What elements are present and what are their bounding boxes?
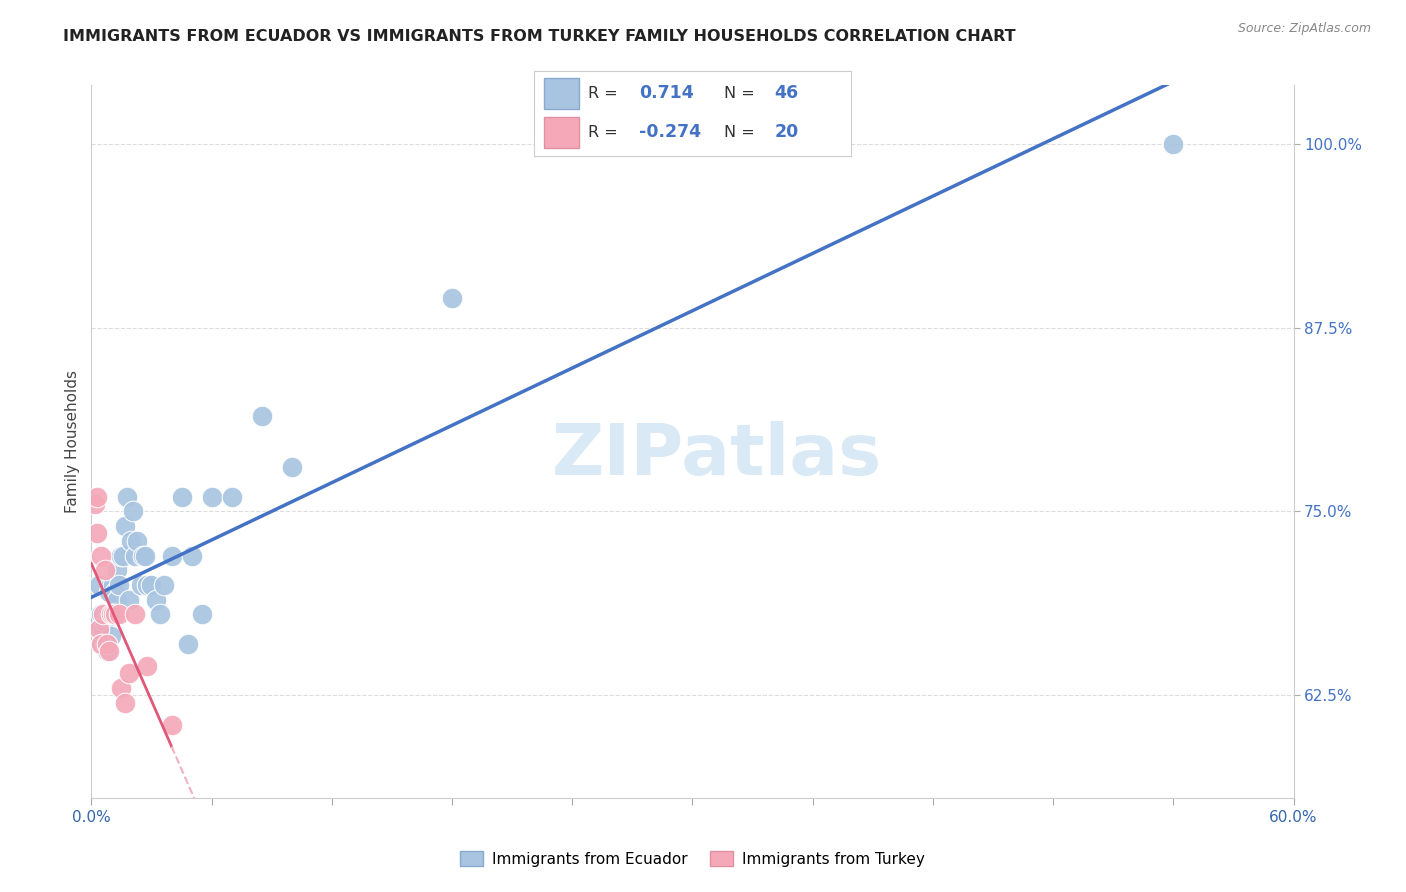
Point [121, 533, 143, 548]
Point [117, 490, 139, 504]
Point [98, 607, 121, 622]
Point [132, 549, 155, 563]
Point [86, 615, 108, 629]
Point [110, 549, 132, 563]
FancyBboxPatch shape [544, 78, 579, 109]
Text: Source: ZipAtlas.com: Source: ZipAtlas.com [1237, 22, 1371, 36]
Point [112, 549, 135, 563]
Point [160, 549, 183, 563]
Point [110, 681, 132, 695]
Point [100, 630, 122, 644]
Point [98, 585, 121, 599]
Point [103, 578, 125, 592]
Text: 0.714: 0.714 [638, 85, 693, 103]
Text: ZIPatlas: ZIPatlas [551, 421, 882, 491]
Point [114, 696, 136, 710]
Point [180, 549, 202, 563]
Point [440, 291, 463, 305]
Point [190, 607, 212, 622]
Point [100, 607, 122, 622]
Point [250, 409, 273, 423]
Point [89, 578, 111, 592]
Point [118, 592, 141, 607]
Point [122, 504, 145, 518]
Point [96, 644, 118, 658]
Point [100, 578, 122, 592]
Legend: Immigrants from Ecuador, Immigrants from Turkey: Immigrants from Ecuador, Immigrants from… [454, 845, 931, 872]
Text: 46: 46 [775, 85, 799, 103]
Point [176, 637, 198, 651]
Point [124, 607, 146, 622]
Point [104, 607, 127, 622]
Text: -0.274: -0.274 [638, 123, 700, 141]
Point [152, 578, 174, 592]
Text: 20: 20 [775, 123, 799, 141]
Point [107, 592, 129, 607]
Point [221, 490, 243, 504]
Point [93, 607, 115, 622]
Point [86, 526, 108, 541]
Point [90, 549, 112, 563]
Point [107, 563, 129, 577]
Point [84, 497, 107, 511]
Text: R =: R = [588, 125, 617, 140]
Point [136, 578, 159, 592]
Point [86, 490, 108, 504]
Point [145, 592, 167, 607]
Point [108, 578, 131, 592]
Point [124, 549, 146, 563]
Point [141, 578, 163, 592]
Text: N =: N = [724, 86, 755, 101]
Point [98, 644, 121, 658]
Point [127, 533, 149, 548]
Point [90, 607, 112, 622]
Point [136, 659, 159, 673]
Point [118, 666, 141, 681]
Text: IMMIGRANTS FROM ECUADOR VS IMMIGRANTS FROM TURKEY FAMILY HOUSEHOLDS CORRELATION : IMMIGRANTS FROM ECUADOR VS IMMIGRANTS FR… [63, 29, 1017, 44]
Point [90, 637, 112, 651]
Point [170, 490, 193, 504]
Point [134, 549, 156, 563]
Text: N =: N = [724, 125, 755, 140]
FancyBboxPatch shape [544, 117, 579, 147]
Y-axis label: Family Households: Family Households [65, 370, 80, 513]
Point [104, 607, 127, 622]
Point [148, 607, 170, 622]
Point [96, 637, 118, 651]
Point [160, 718, 183, 732]
Point [104, 585, 127, 599]
Point [114, 519, 136, 533]
Point [94, 637, 117, 651]
Point [1163, 136, 1185, 151]
Point [94, 615, 117, 629]
Point [90, 637, 112, 651]
Point [93, 622, 115, 636]
Point [281, 460, 304, 475]
Point [103, 607, 125, 622]
Point [108, 607, 131, 622]
Text: R =: R = [588, 86, 617, 101]
Point [94, 563, 117, 577]
Point [131, 578, 153, 592]
Point [201, 490, 224, 504]
Point [89, 622, 111, 636]
